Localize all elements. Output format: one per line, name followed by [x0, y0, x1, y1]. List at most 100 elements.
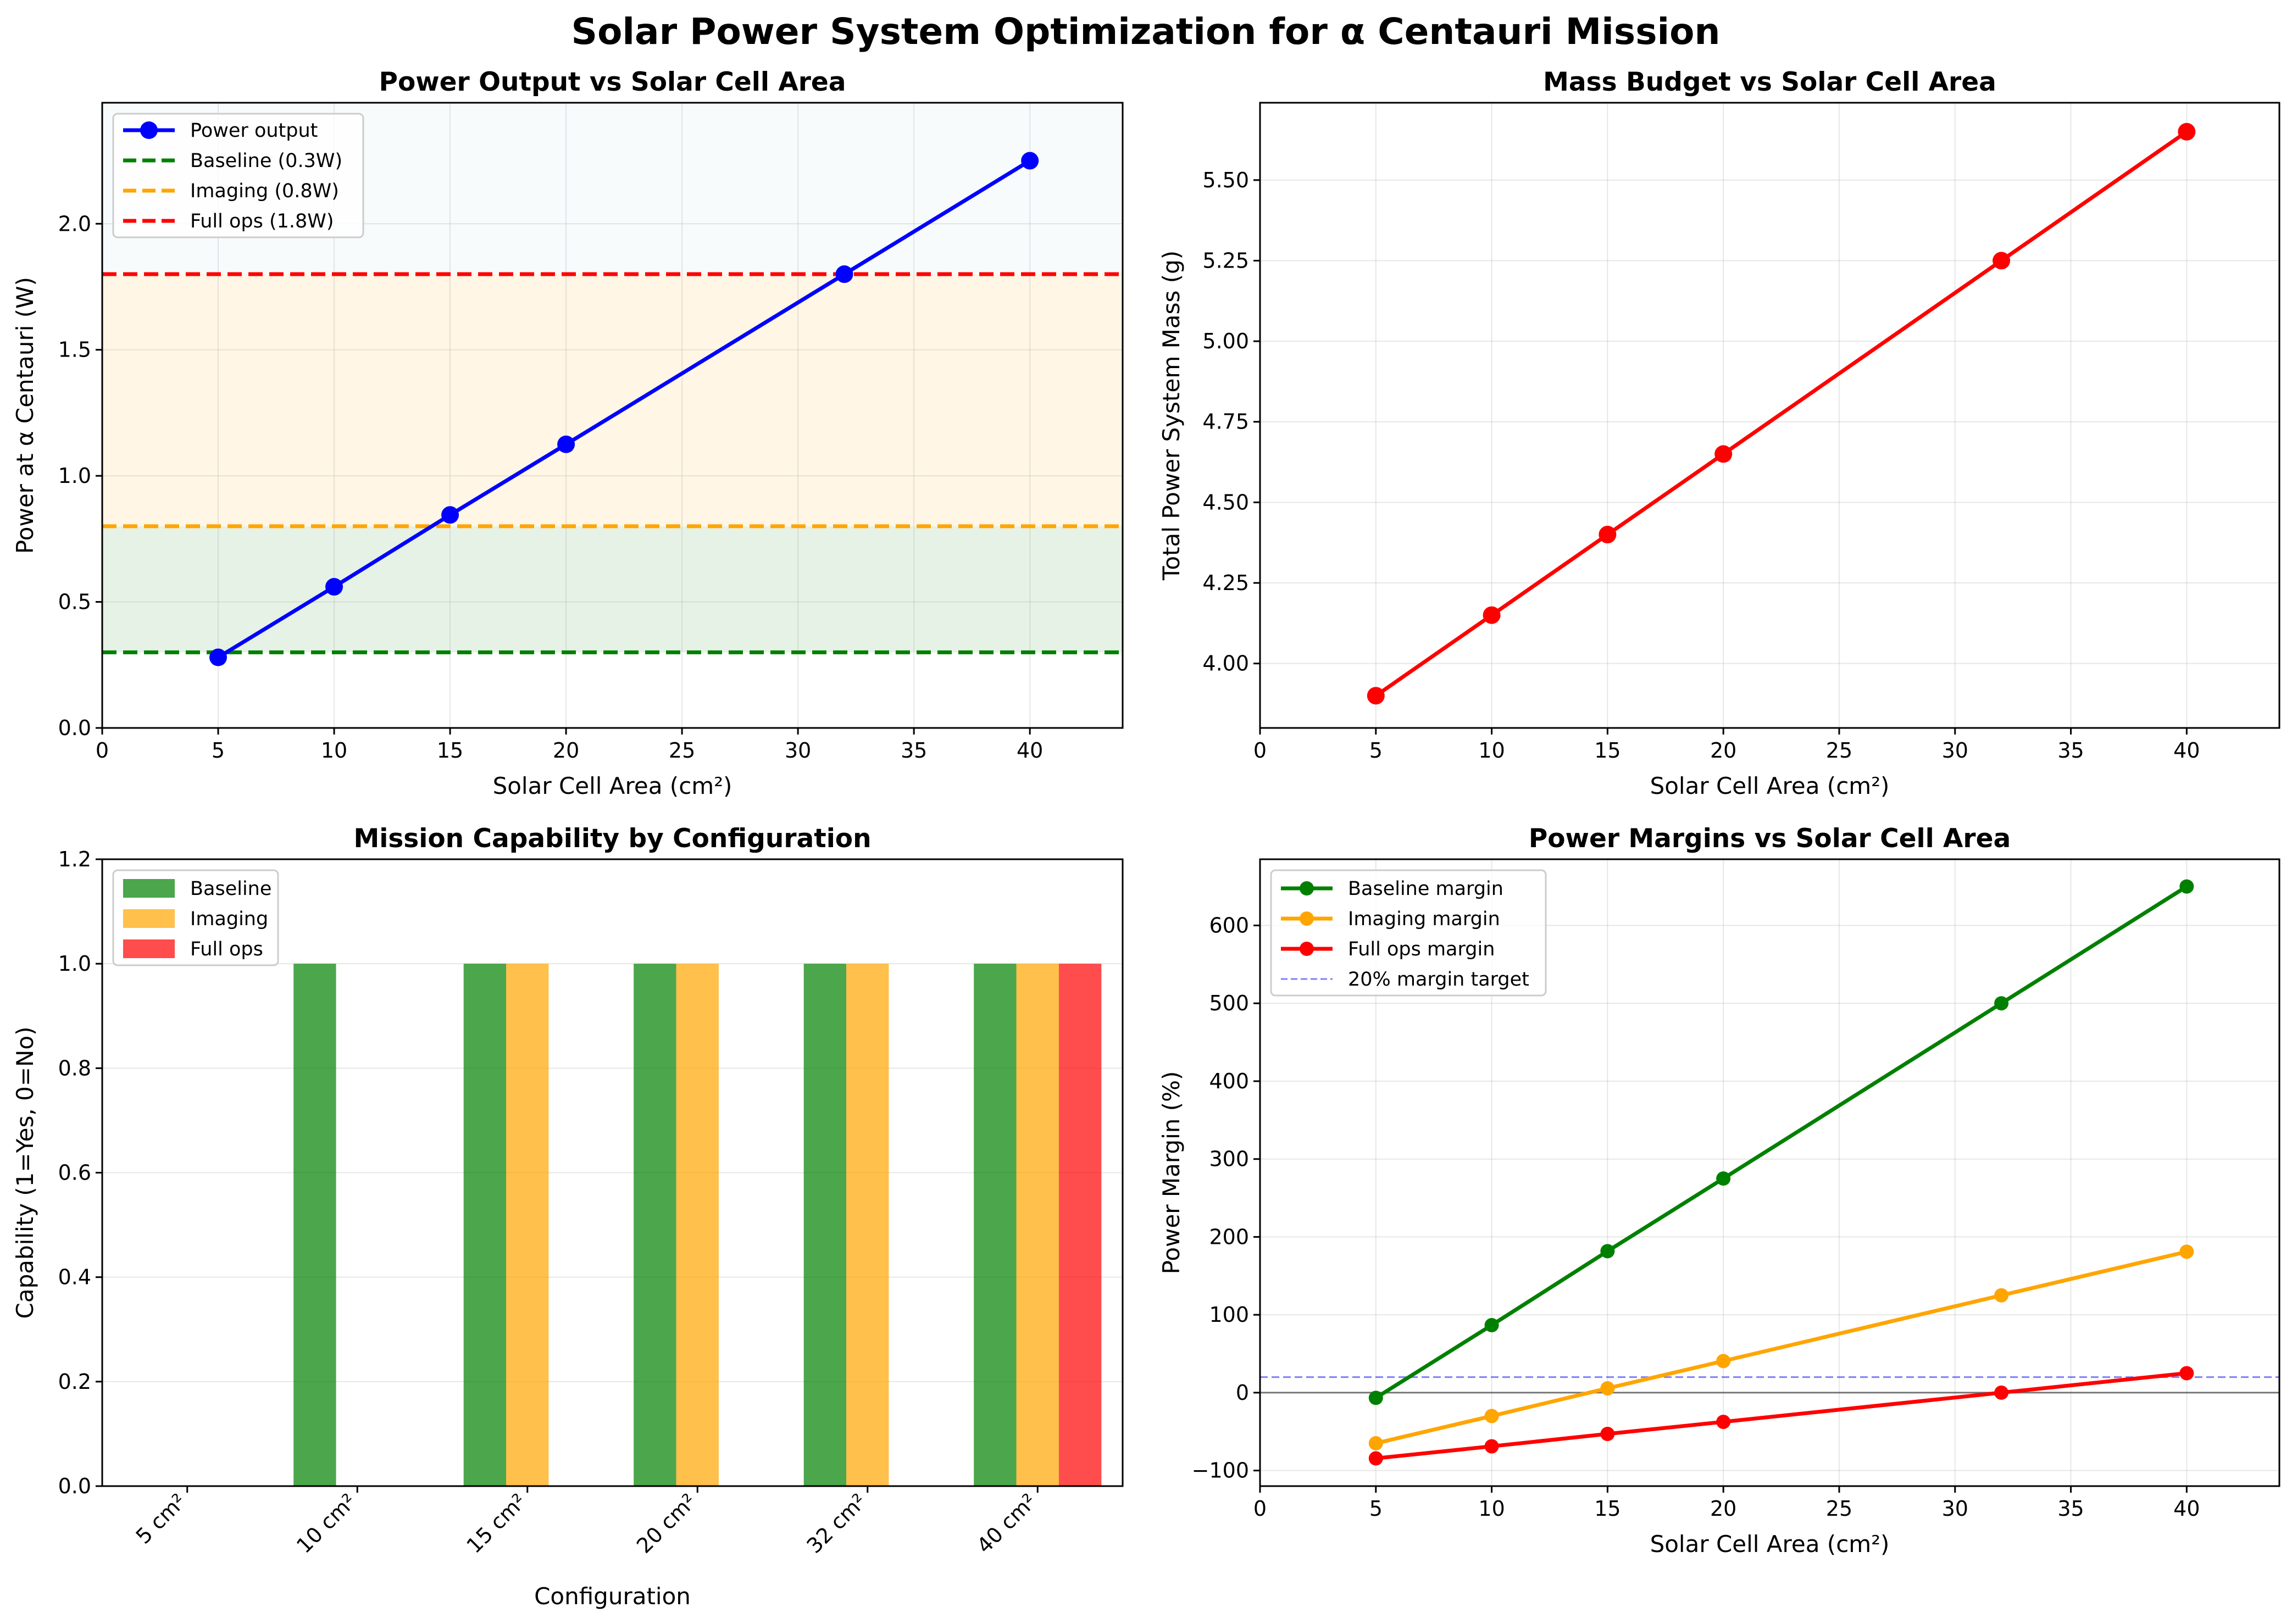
x-tick-label: 5 cm²	[131, 1489, 191, 1548]
y-tick-label: 0.6	[58, 1161, 91, 1185]
y-tick-label: 1.0	[58, 952, 91, 976]
data-point-0-5	[2178, 123, 2196, 141]
data-point-1-3	[1716, 1354, 1731, 1369]
x-tick-label: 10	[321, 738, 347, 763]
x-tick-label: 30	[1942, 1497, 1968, 1521]
bar-0-1	[293, 964, 336, 1486]
data-point-0-0	[1367, 687, 1385, 705]
plot-area	[1260, 879, 2279, 1466]
x-axis-label: Solar Cell Area (cm²)	[1650, 1531, 1890, 1558]
series-line-0	[1374, 885, 2188, 1400]
data-point-0-4	[835, 265, 853, 283]
x-axis-label: Solar Cell Area (cm²)	[493, 772, 732, 799]
data-point-2-5	[2179, 1366, 2194, 1381]
legend-label-3: Full ops (1.8W)	[190, 210, 334, 232]
data-point-0-2	[1600, 1244, 1615, 1259]
data-point-0-2	[1599, 526, 1617, 544]
x-axis-label: Solar Cell Area (cm²)	[1650, 772, 1890, 799]
bar-0-4	[803, 964, 847, 1486]
axes-frame	[101, 102, 1124, 729]
y-tick-label: 4.25	[1202, 571, 1249, 595]
legend-label-3: 20% margin target	[1348, 969, 1529, 991]
legend-swatch-0	[123, 879, 175, 898]
x-tick-label: 10	[1478, 738, 1505, 763]
axes-frame	[1259, 102, 2280, 729]
x-tick-label: 15 cm²	[462, 1489, 531, 1558]
y-tick-label: 4.75	[1202, 410, 1249, 434]
legend-label-2: Full ops	[190, 938, 263, 960]
series-line-0	[217, 159, 1031, 659]
plot-area	[1367, 123, 2196, 705]
y-axis-label: Capability (1=Yes, 0=No)	[12, 1026, 38, 1319]
y-tick-label: 0.8	[58, 1056, 91, 1080]
data-point-2-2	[1600, 1427, 1615, 1442]
plot-area	[102, 152, 1123, 666]
data-point-0-3	[1714, 445, 1733, 463]
y-tick-label: 300	[1209, 1147, 1249, 1171]
y-tick-label: 5.00	[1202, 329, 1249, 353]
data-point-1-0	[1368, 1436, 1383, 1451]
shaded-band-1	[102, 274, 1123, 526]
x-tick-label: 30	[785, 738, 811, 763]
data-point-2-4	[1994, 1385, 2009, 1400]
legend-marker-2	[1300, 942, 1314, 956]
data-point-0-5	[2179, 879, 2194, 894]
y-axis-label: Power at α Centauri (W)	[12, 277, 38, 554]
x-tick-label: 35	[2057, 1497, 2084, 1521]
x-tick-label: 5	[212, 738, 225, 763]
panel-title: Power Margins vs Solar Cell Area	[1529, 824, 2011, 854]
bar-2-5	[1058, 964, 1102, 1486]
y-tick-label: 400	[1209, 1069, 1249, 1093]
shaded-band-0	[102, 526, 1123, 653]
bar-1-3	[676, 964, 719, 1486]
y-tick-label: 5.50	[1202, 168, 1249, 192]
legend-label-1: Imaging	[190, 908, 268, 930]
chart-mission-capability: 0.0 0.2 0.4 0.6 0.8 1.0 1.2 5 cm² 10 cm² 15 cm² 20…	[12, 824, 1124, 1610]
data-point-0-3	[557, 435, 575, 453]
y-tick-label: 2.0	[58, 212, 91, 236]
x-tick-label: 32 cm²	[802, 1489, 872, 1558]
y-tick-label: 600	[1209, 913, 1249, 937]
x-axis-label: Configuration	[534, 1583, 691, 1610]
y-tick-label: 500	[1209, 991, 1249, 1015]
y-tick-label: 0.2	[58, 1370, 91, 1394]
y-tick-label: 5.25	[1202, 248, 1249, 272]
x-tick-label: 0	[96, 738, 109, 763]
x-tick-label: 35	[901, 738, 927, 763]
data-point-0-0	[1368, 1391, 1383, 1405]
x-tick-label: 15	[1594, 738, 1621, 763]
x-tick-label: 30	[1942, 738, 1968, 763]
bar-1-5	[1016, 964, 1059, 1486]
x-tick-label: 25	[1826, 1497, 1852, 1521]
x-tick-label: 35	[2057, 738, 2084, 763]
x-tick-label: 20	[1710, 1497, 1736, 1521]
x-tick-label: 10 cm²	[292, 1489, 361, 1558]
data-point-0-4	[1994, 996, 2009, 1011]
y-tick-label: 0.0	[58, 1474, 91, 1498]
x-tick-label: 5	[1369, 738, 1383, 763]
legend-label-1: Imaging margin	[1348, 908, 1500, 930]
x-tick-label: 0	[1253, 1497, 1267, 1521]
chart-power-output: 0.0 0.5 1.0 1.5 2.0 0 5 10 15 20 25 30 35 40 Power Out…	[12, 67, 1124, 799]
figure-title: Solar Power System Optimization for α Ce…	[571, 10, 1721, 53]
data-point-2-3	[1716, 1415, 1731, 1430]
series-line-2	[1375, 1371, 2187, 1461]
x-tick-label: 5	[1369, 1497, 1383, 1521]
y-tick-label: 100	[1209, 1303, 1249, 1327]
x-tick-label: 20	[1710, 738, 1736, 763]
data-point-0-1	[325, 578, 343, 596]
bar-0-2	[463, 964, 507, 1486]
bar-0-3	[634, 964, 676, 1486]
axes-frame	[101, 858, 1124, 1487]
y-tick-label: −100	[1192, 1459, 1249, 1483]
legend-marker-1	[1300, 911, 1314, 926]
data-point-0-0	[209, 648, 227, 666]
x-tick-label: 25	[1826, 738, 1852, 763]
legend-label-1: Baseline (0.3W)	[190, 150, 342, 172]
panel-title: Mass Budget vs Solar Cell Area	[1543, 67, 1996, 97]
x-tick-label: 15	[437, 738, 463, 763]
legend-label-0: Power output	[190, 120, 318, 142]
y-tick-label: 1.5	[58, 338, 91, 362]
y-tick-label: 0	[1236, 1381, 1249, 1405]
